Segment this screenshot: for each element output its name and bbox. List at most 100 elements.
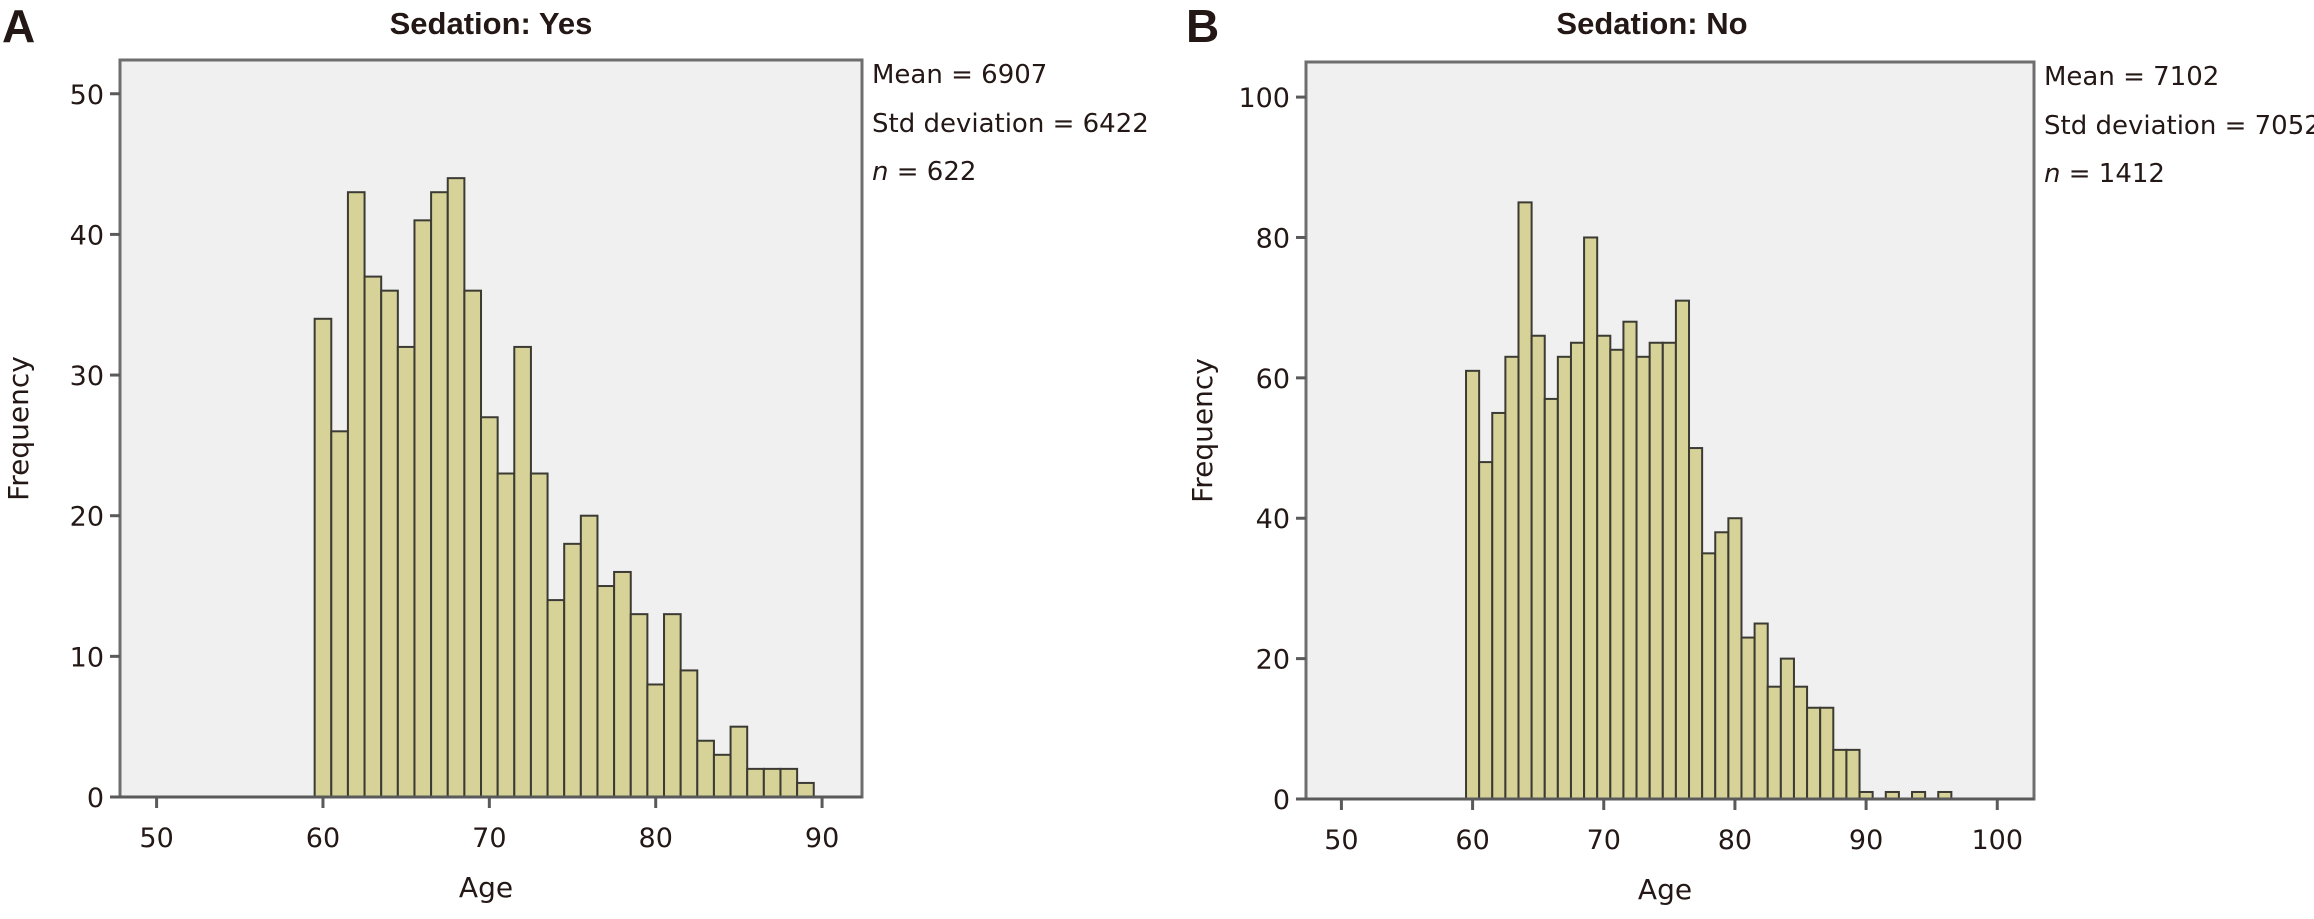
x-tick-label: 100	[1971, 825, 2023, 856]
histogram-bar	[729, 725, 749, 799]
histogram-bar	[1635, 355, 1651, 800]
stat-n-value: = 622	[888, 157, 976, 187]
histogram-bar	[1727, 517, 1743, 800]
histogram-bar	[646, 683, 666, 798]
stat-mean: Mean = 7102	[2044, 62, 2219, 92]
histogram-bar	[1845, 748, 1861, 800]
histogram-bar	[629, 613, 649, 798]
panel-b: B Sedation: No 0 20 40 60 80 100 50 60 70 80 90 10…	[1186, 0, 2314, 906]
y-tick-label: 10	[70, 642, 104, 673]
stat-std-deviation: Std deviation = 7052	[2044, 111, 2314, 141]
stats-legend: Mean = 6907 Std deviation = 6422 n = 622	[872, 60, 1149, 187]
histogram-bar	[363, 275, 383, 798]
histogram-bar	[1569, 341, 1586, 800]
panel-letter: B	[1186, 0, 1219, 52]
histogram-bar	[596, 585, 616, 799]
x-tick-label: 70	[1587, 825, 1621, 856]
histogram-bar	[1622, 320, 1638, 800]
histogram-bar	[679, 669, 699, 798]
y-axis-label: Frequency	[1186, 358, 1219, 503]
stat-n-symbol: n	[2044, 159, 2060, 189]
y-tick-label: 40	[1256, 504, 1290, 535]
x-tick-label: 80	[639, 823, 673, 854]
chart-title: Sedation: Yes	[390, 6, 593, 41]
stat-n-value: = 1412	[2060, 159, 2164, 189]
chart-title: Sedation: No	[1556, 6, 1747, 41]
histogram-bar	[1674, 299, 1691, 800]
histogram-bar	[1688, 447, 1704, 800]
histogram-bar	[396, 345, 416, 798]
histogram-bar	[1766, 685, 1782, 801]
histogram-bar	[1596, 334, 1612, 800]
histogram-bar	[546, 599, 566, 799]
histogram-bar	[1648, 341, 1664, 800]
histogram-bar	[313, 317, 333, 798]
histogram-bar	[496, 472, 516, 798]
x-tick-label: 50	[139, 823, 173, 854]
x-axis-label: Age	[1638, 873, 1692, 906]
histogram-bar	[1701, 552, 1717, 800]
bars	[313, 177, 815, 799]
y-axis-ticks: 0 10 20 30 40 50	[70, 80, 120, 814]
histogram-bar	[1740, 636, 1756, 800]
histogram-bar	[1478, 461, 1494, 800]
histogram-bar	[579, 514, 599, 798]
panel-a: A Sedation: Yes 0 10 20 30 40 50 50 60 70 80 90 A…	[2, 0, 1149, 904]
histogram-bar	[1465, 369, 1481, 800]
histogram-bar	[1517, 201, 1533, 800]
x-tick-label: 70	[472, 823, 506, 854]
histogram-bar	[779, 767, 799, 799]
bars	[1465, 201, 1953, 801]
histogram-bar	[1583, 236, 1599, 800]
y-tick-label: 80	[1256, 223, 1290, 254]
x-tick-label: 90	[805, 823, 839, 854]
histogram-bar	[1609, 348, 1625, 800]
x-tick-label: 60	[306, 823, 340, 854]
x-tick-label: 50	[1324, 825, 1358, 856]
y-tick-label: 0	[87, 783, 104, 814]
panel-letter: A	[2, 0, 35, 52]
histogram-bar	[1819, 706, 1835, 800]
histogram-bar	[1543, 397, 1559, 800]
histogram-bar	[330, 430, 349, 798]
y-tick-label: 20	[1256, 645, 1290, 676]
y-tick-label: 60	[1256, 364, 1290, 395]
histogram-bar	[762, 767, 782, 799]
histogram-bar	[480, 416, 499, 798]
y-tick-label: 20	[70, 502, 104, 533]
histogram-bar	[413, 219, 433, 798]
histogram-bar	[712, 753, 732, 799]
y-axis-ticks: 0 20 40 60 80 100	[1238, 83, 1306, 816]
y-axis-label: Frequency	[2, 356, 35, 501]
histogram-bar	[1753, 622, 1769, 800]
histogram-bar	[380, 289, 399, 798]
stat-std-deviation: Std deviation = 6422	[872, 109, 1149, 139]
y-tick-label: 30	[70, 361, 104, 392]
y-tick-label: 100	[1238, 83, 1290, 114]
histogram-bar	[1661, 341, 1677, 800]
x-tick-label: 80	[1718, 825, 1752, 856]
histogram-bar	[1556, 355, 1572, 800]
stat-n: n = 1412	[2044, 159, 2165, 189]
x-tick-label: 90	[1849, 825, 1883, 856]
histogram-bar	[446, 177, 466, 799]
histogram-bar	[1779, 657, 1795, 800]
x-axis-label: Age	[459, 871, 513, 904]
histogram-bar	[696, 739, 715, 799]
histogram-bar	[563, 542, 582, 798]
x-axis-ticks: 50 60 70 80 90 100	[1324, 799, 2023, 856]
stats-legend: Mean = 7102 Std deviation = 7052 n = 141…	[2044, 62, 2314, 189]
histogram-bar	[1806, 706, 1822, 800]
histogram-bar	[1504, 355, 1520, 800]
histogram-bar	[529, 472, 549, 798]
histogram-bar	[513, 345, 532, 798]
histogram-bar	[1792, 685, 1809, 801]
histogram-bar	[346, 191, 366, 799]
y-tick-label: 0	[1273, 785, 1290, 816]
stat-n-symbol: n	[872, 157, 888, 187]
histogram-bar	[463, 289, 483, 798]
x-axis-ticks: 50 60 70 80 90	[139, 797, 839, 854]
stat-n: n = 622	[872, 157, 976, 187]
stat-mean: Mean = 6907	[872, 60, 1047, 90]
